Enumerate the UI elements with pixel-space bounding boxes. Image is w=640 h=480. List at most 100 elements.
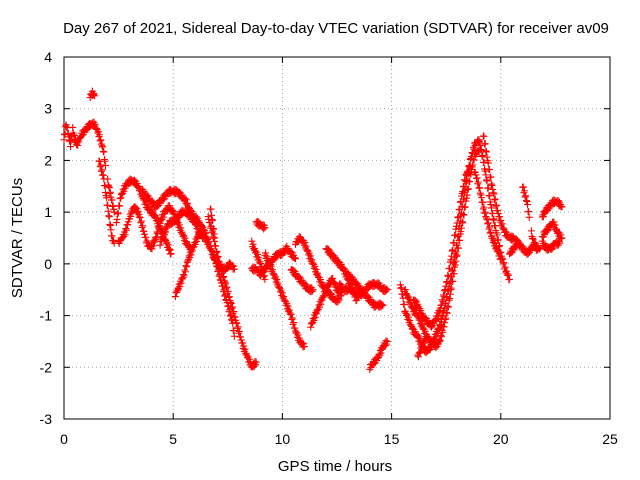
data-point — [223, 283, 231, 291]
data-point — [400, 300, 408, 308]
data-point — [454, 213, 462, 221]
data-point — [207, 205, 215, 213]
data-point — [470, 156, 478, 164]
data-point — [438, 326, 446, 334]
data-point — [124, 218, 132, 226]
data-point — [450, 239, 458, 247]
data-point — [443, 278, 451, 286]
data-point — [443, 309, 451, 317]
data-point — [464, 185, 472, 193]
data-point — [238, 339, 246, 347]
y-tick-label: -3 — [40, 411, 53, 427]
data-point — [493, 231, 501, 239]
data-point — [481, 208, 489, 216]
data-point — [311, 262, 319, 270]
series-segment — [479, 132, 522, 248]
data-point — [482, 147, 490, 155]
data-point — [411, 296, 419, 304]
data-point — [491, 222, 499, 230]
data-point — [420, 339, 428, 347]
data-point — [493, 246, 501, 254]
series-segment — [471, 168, 505, 263]
data-point — [220, 273, 228, 281]
x-axis-label: GPS time / hours — [278, 458, 392, 475]
data-point — [436, 321, 444, 329]
data-point — [308, 287, 316, 295]
data-point — [289, 320, 297, 328]
data-point — [441, 315, 449, 323]
data-point — [522, 192, 530, 200]
data-point — [404, 313, 412, 321]
data-point — [96, 137, 104, 145]
data-point — [529, 235, 537, 243]
data-point — [488, 181, 496, 189]
data-point — [316, 276, 324, 284]
data-point — [231, 313, 239, 321]
data-point — [464, 185, 472, 193]
data-point — [482, 176, 490, 184]
y-tick-label: -1 — [40, 308, 53, 324]
data-point — [442, 314, 450, 322]
data-point — [506, 275, 514, 283]
data-point — [556, 239, 564, 247]
data-point — [267, 262, 275, 270]
data-point — [496, 250, 504, 258]
data-point — [280, 293, 288, 301]
data-point — [483, 216, 491, 224]
data-point — [182, 206, 190, 214]
x-tick-label: 15 — [384, 431, 400, 447]
series-segment — [248, 242, 300, 280]
data-point — [521, 193, 529, 201]
data-point — [154, 229, 162, 237]
data-point — [255, 254, 263, 262]
data-point — [490, 237, 498, 245]
data-point — [245, 355, 253, 363]
data-point — [439, 328, 447, 336]
data-point — [116, 195, 124, 203]
data-point — [522, 197, 530, 205]
data-point — [177, 279, 185, 287]
data-point — [445, 296, 453, 304]
data-point — [182, 262, 190, 270]
data-point — [262, 249, 270, 257]
data-point — [148, 245, 156, 253]
data-point — [120, 233, 128, 241]
data-point — [114, 209, 122, 217]
data-point — [230, 265, 238, 273]
data-point — [149, 242, 157, 250]
data-point — [105, 184, 113, 192]
data-point — [481, 140, 489, 148]
data-point — [136, 214, 144, 222]
series-segment — [204, 213, 260, 371]
data-point — [484, 159, 492, 167]
series-segment — [95, 157, 118, 247]
data-point — [152, 233, 160, 241]
data-point — [551, 221, 559, 229]
data-point — [461, 177, 469, 185]
data-point — [436, 336, 444, 344]
data-point — [203, 235, 211, 243]
data-point — [117, 194, 125, 202]
data-point — [453, 251, 461, 259]
data-point — [459, 188, 467, 196]
data-point — [481, 167, 489, 175]
data-point — [483, 153, 491, 161]
data-point — [108, 196, 116, 204]
data-point — [75, 138, 83, 146]
data-point — [181, 234, 189, 242]
data-point — [501, 263, 509, 271]
data-point — [482, 148, 490, 156]
data-point — [310, 316, 318, 324]
data-point — [183, 258, 191, 266]
data-point — [462, 194, 470, 202]
data-point — [492, 201, 500, 209]
data-point — [486, 192, 494, 200]
data-point — [484, 184, 492, 192]
plot-border — [63, 56, 611, 420]
data-point — [414, 303, 422, 311]
data-point — [438, 301, 446, 309]
data-point — [461, 176, 469, 184]
data-point — [382, 285, 390, 293]
data-point — [378, 300, 386, 308]
data-point — [193, 237, 201, 245]
